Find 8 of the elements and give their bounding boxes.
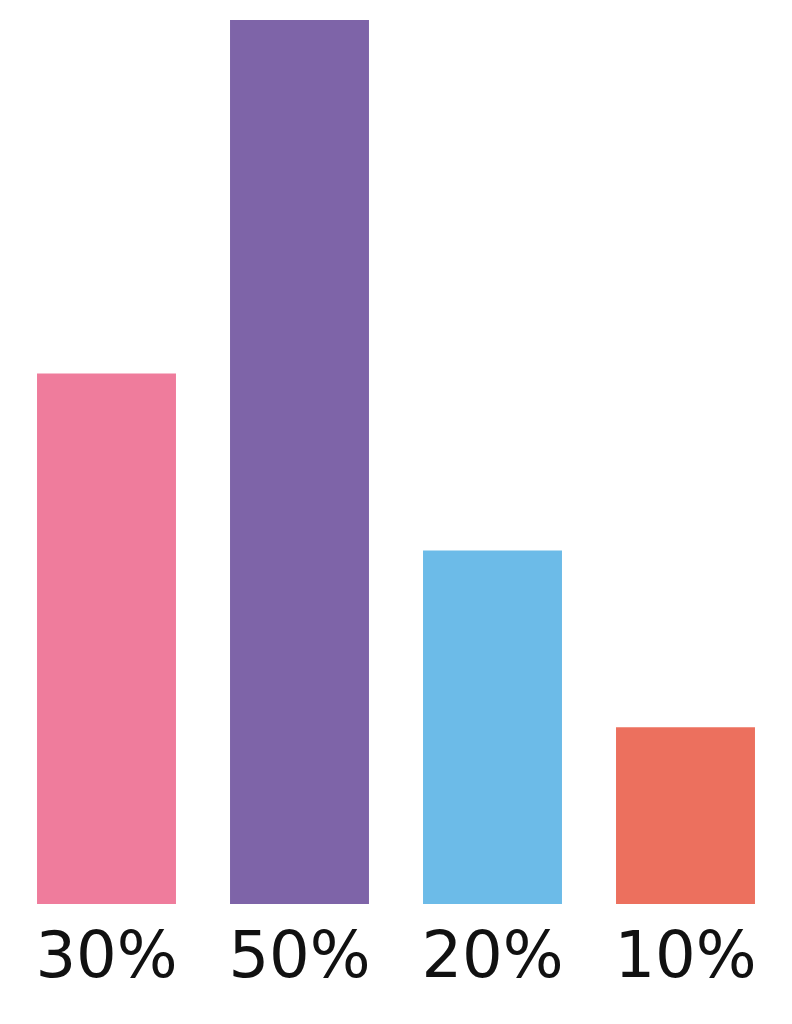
- bar: [616, 727, 755, 904]
- data-label: 10%: [614, 917, 757, 992]
- data-label: 50%: [228, 917, 371, 992]
- bar: [423, 550, 562, 904]
- bar: [230, 20, 369, 904]
- data-label: 20%: [421, 917, 564, 992]
- bar: [37, 373, 176, 904]
- data-label: 30%: [35, 917, 178, 992]
